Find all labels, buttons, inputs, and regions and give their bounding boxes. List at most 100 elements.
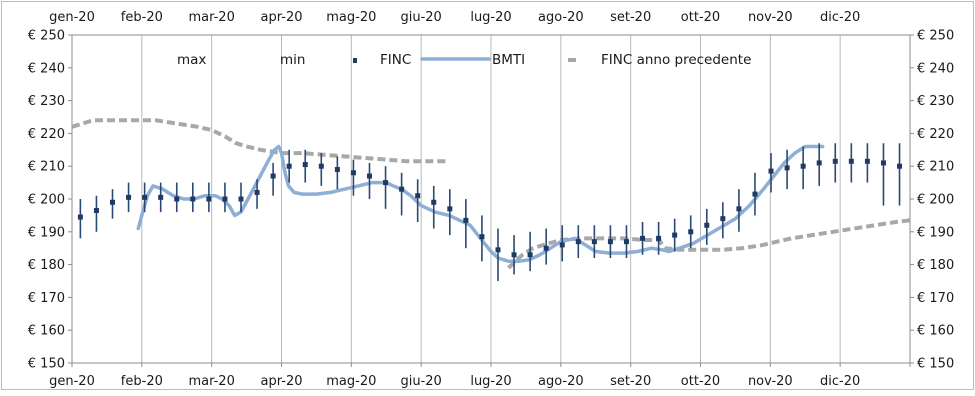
x-tick-label-bottom: set-20 xyxy=(610,374,651,389)
legend-marker-finc xyxy=(353,58,357,63)
finc-marker xyxy=(656,235,662,241)
x-tick-label-top: gen-20 xyxy=(49,10,95,25)
finc-marker xyxy=(559,242,565,248)
x-tick-label-bottom: nov-20 xyxy=(748,374,793,389)
finc-marker xyxy=(768,168,774,174)
y-tick-label-right: € 150 xyxy=(917,357,954,372)
y-tick-label-left: € 250 xyxy=(28,29,65,44)
finc-marker xyxy=(93,207,99,213)
y-tick-label-left: € 230 xyxy=(28,94,65,109)
finc-marker xyxy=(527,252,533,258)
x-tick-label-bottom: feb-20 xyxy=(121,374,163,389)
finc-marker xyxy=(591,239,597,245)
x-tick-label-bottom: lug-20 xyxy=(470,374,511,389)
finc-marker xyxy=(238,196,244,202)
x-tick-label-top: set-20 xyxy=(610,10,651,25)
finc-marker xyxy=(222,196,228,202)
finc-marker xyxy=(864,158,870,164)
y-tick-label-right: € 180 xyxy=(917,258,954,273)
finc-marker xyxy=(495,247,501,253)
finc-marker xyxy=(383,180,389,186)
x-tick-label-top: mar-20 xyxy=(188,10,234,25)
x-tick-label-top: ott-20 xyxy=(681,10,720,25)
finc-marker xyxy=(110,199,116,205)
finc-marker xyxy=(399,186,405,192)
x-tick-label-top: lug-20 xyxy=(470,10,511,25)
y-tick-label-left: € 240 xyxy=(28,61,65,76)
finc-marker xyxy=(623,239,629,245)
legend-label-finc: FINC xyxy=(380,52,411,68)
finc-marker xyxy=(366,173,372,179)
legend-label-max: max xyxy=(177,52,206,68)
y-tick-label-left: € 210 xyxy=(28,160,65,175)
y-tick-label-left: € 150 xyxy=(28,357,65,372)
legend-label-finc-prev: FINC anno precedente xyxy=(601,52,751,68)
y-tick-label-left: € 170 xyxy=(28,291,65,306)
finc-marker xyxy=(77,214,83,220)
y-tick-label-left: € 220 xyxy=(28,127,65,142)
legend-item-finc-prev: FINC anno precedente xyxy=(568,52,751,68)
finc-marker xyxy=(736,206,742,212)
finc-marker xyxy=(302,162,308,168)
y-tick-label-right: € 160 xyxy=(917,324,954,339)
y-tick-label-right: € 200 xyxy=(917,193,954,208)
finc-marker xyxy=(816,160,822,166)
legend-item-min: min xyxy=(280,52,305,68)
y-tick-label-left: € 190 xyxy=(28,225,65,240)
finc-marker xyxy=(350,170,356,176)
finc-marker xyxy=(254,189,260,195)
y-tick-label-right: € 220 xyxy=(917,127,954,142)
finc-marker xyxy=(270,173,276,179)
finc-marker xyxy=(704,222,710,228)
legend-label-min: min xyxy=(280,52,305,68)
finc-marker xyxy=(174,196,180,202)
x-tick-label-bottom: giu-20 xyxy=(400,374,441,389)
finc-marker xyxy=(720,216,726,222)
finc-marker xyxy=(190,196,196,202)
finc-marker xyxy=(463,217,469,223)
finc-marker xyxy=(688,229,694,235)
x-tick-label-bottom: apr-20 xyxy=(261,374,303,389)
x-tick-label-top: ago-20 xyxy=(538,10,584,25)
finc-marker xyxy=(784,165,790,171)
x-tick-label-top: giu-20 xyxy=(400,10,441,25)
legend-item-finc: FINC xyxy=(353,52,411,68)
finc-marker xyxy=(479,234,485,240)
x-tick-label-top: mag-20 xyxy=(326,10,376,25)
finc-marker xyxy=(447,206,453,212)
finc-marker xyxy=(672,232,678,238)
finc-marker xyxy=(752,191,758,197)
finc-marker xyxy=(318,163,324,169)
finc-prev-line-segment-0 xyxy=(71,118,446,164)
x-tick-label-bottom: gen-20 xyxy=(49,374,95,389)
y-tick-label-right: € 190 xyxy=(917,225,954,240)
legend-item-max: max xyxy=(177,52,206,68)
legend-item-bmti: BMTI xyxy=(420,52,525,68)
legend-marker-finc-prev xyxy=(568,58,576,62)
finc-marker xyxy=(800,163,806,169)
x-tick-label-bottom: mar-20 xyxy=(188,374,234,389)
finc-marker xyxy=(543,245,549,251)
legend-label-bmti: BMTI xyxy=(492,52,525,68)
y-tick-label-right: € 230 xyxy=(917,94,954,109)
finc-marker xyxy=(431,199,437,205)
x-tick-label-top: apr-20 xyxy=(261,10,303,25)
finc-marker xyxy=(126,194,132,200)
finc-marker xyxy=(286,163,292,169)
finc-marker xyxy=(206,196,212,202)
x-tick-label-top: dic-20 xyxy=(820,10,860,25)
x-tick-label-bottom: mag-20 xyxy=(326,374,376,389)
finc-marker xyxy=(607,239,613,245)
finc-marker xyxy=(575,239,581,245)
y-tick-label-left: € 200 xyxy=(28,193,65,208)
finc-marker xyxy=(334,166,340,172)
finc-marker xyxy=(832,158,838,164)
x-tick-label-top: feb-20 xyxy=(121,10,163,25)
y-tick-label-left: € 160 xyxy=(28,324,65,339)
y-tick-label-left: € 180 xyxy=(28,258,65,273)
finc-marker xyxy=(640,235,646,241)
y-tick-label-right: € 170 xyxy=(917,291,954,306)
